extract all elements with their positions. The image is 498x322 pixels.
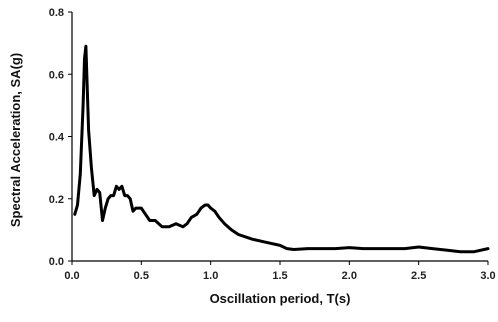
x-axis-title: Oscillation period, T(s) xyxy=(210,291,351,306)
x-tick-label: 0.5 xyxy=(134,270,149,282)
x-tick-label: 3.0 xyxy=(480,270,495,282)
plot-area: 0.0 0.5 1.0 1.5 2.0 2.5 3.0 0.0 0.2 0.4 0.6 0.8 xyxy=(49,7,496,282)
y-tick-label: 0.4 xyxy=(49,132,65,144)
y-axis-title: Spectral Acceleration, SA(g) xyxy=(8,53,23,227)
x-tick-label: 2.5 xyxy=(411,270,426,282)
x-tick-label: 1.0 xyxy=(203,270,218,282)
x-tick-label: 2.0 xyxy=(342,270,357,282)
y-axis-ticks: 0.0 0.2 0.4 0.6 0.8 xyxy=(49,7,72,268)
y-tick-label: 0.2 xyxy=(49,194,64,206)
y-tick-label: 0.0 xyxy=(49,256,64,268)
x-axis-ticks: 0.0 0.5 1.0 1.5 2.0 2.5 3.0 xyxy=(64,261,496,282)
x-tick-label: 0.0 xyxy=(64,270,79,282)
spectral-acceleration-curve xyxy=(73,44,490,254)
x-tick-label: 1.5 xyxy=(272,270,287,282)
y-tick-label: 0.8 xyxy=(49,7,64,19)
y-tick-label: 0.6 xyxy=(49,69,64,81)
